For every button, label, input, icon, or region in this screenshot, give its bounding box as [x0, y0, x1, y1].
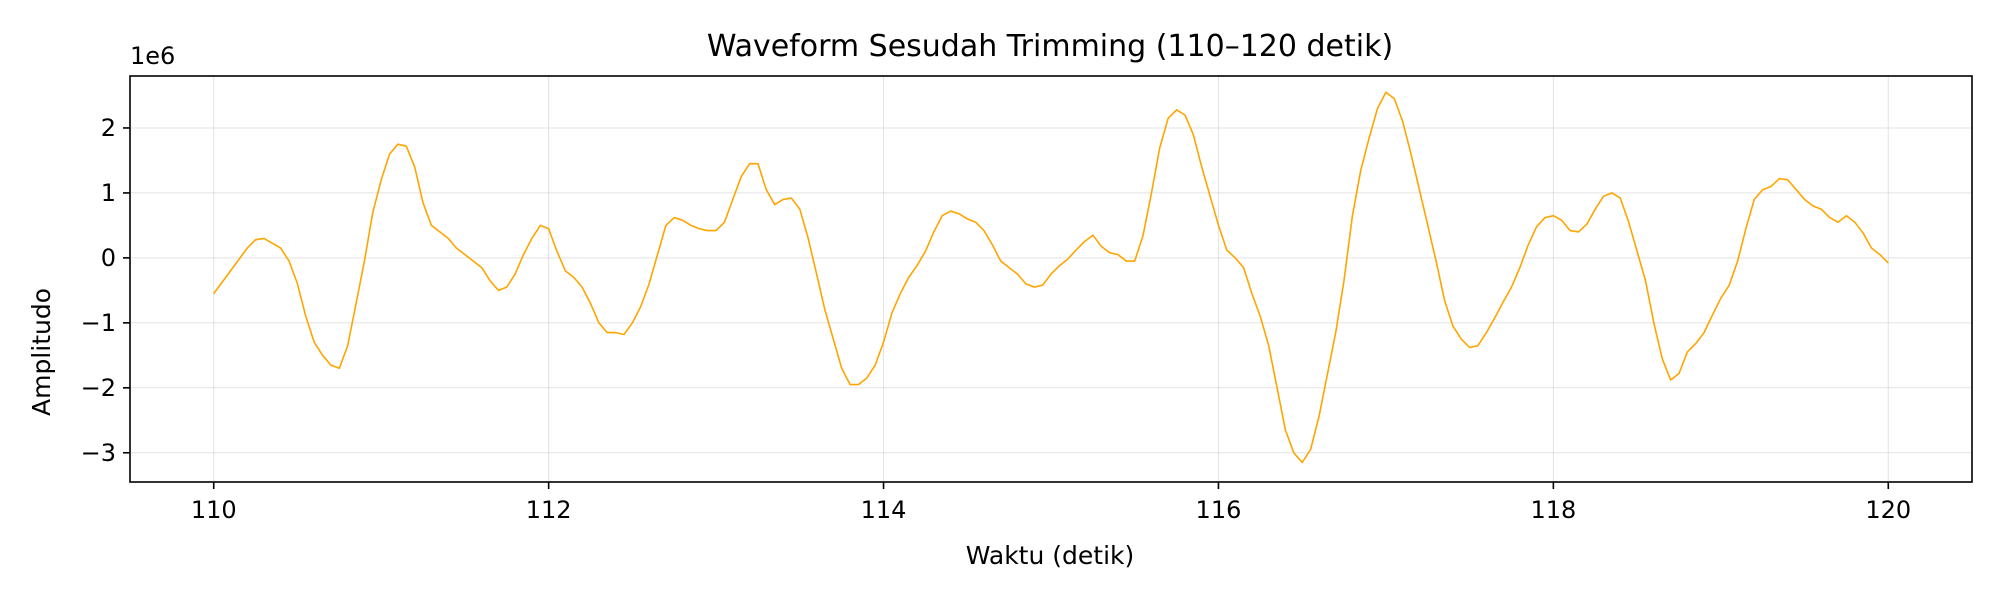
- x-tick-label: 118: [1530, 496, 1576, 524]
- x-tick-label: 120: [1865, 496, 1911, 524]
- x-tick-label: 112: [526, 496, 572, 524]
- y-tick-label: 0: [101, 244, 116, 272]
- waveform-line: [213, 91, 1889, 464]
- plot-frame: [129, 75, 1973, 483]
- y-axis-ticks: 2 1 0 −1 −2 −3: [81, 114, 130, 467]
- x-axis-label: Waktu (detik): [966, 541, 1135, 570]
- x-axis-ticks: 110 112 114 116 118 120: [191, 482, 1911, 524]
- y-tick-label: −3: [81, 439, 116, 467]
- y-tick-label: −1: [81, 309, 116, 337]
- chart-title: Waveform Sesudah Trimming (110–120 detik…: [707, 29, 1393, 64]
- plot-area: [213, 91, 1889, 464]
- y-offset-label: 1e6: [130, 42, 175, 70]
- y-tick-label: 1: [101, 179, 116, 207]
- y-axis-label: Amplitudo: [27, 288, 56, 416]
- y-tick-label: −2: [81, 374, 116, 402]
- x-tick-label: 114: [861, 496, 907, 524]
- grid-lines: [130, 76, 1972, 482]
- y-tick-label: 2: [101, 114, 116, 142]
- x-tick-label: 110: [191, 496, 237, 524]
- x-tick-label: 116: [1196, 496, 1242, 524]
